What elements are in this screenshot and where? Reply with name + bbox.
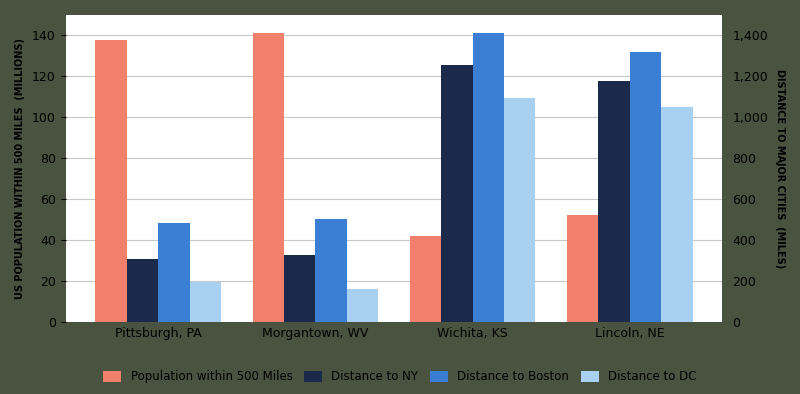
Y-axis label: US POPULATION WITHIN 500 MILES  (MILLIONS): US POPULATION WITHIN 500 MILES (MILLIONS… xyxy=(15,38,25,299)
Bar xyxy=(190,282,221,322)
Bar xyxy=(504,98,535,322)
Bar xyxy=(284,255,315,322)
Bar xyxy=(315,219,347,322)
Bar xyxy=(567,216,598,322)
Bar xyxy=(630,52,661,322)
Bar xyxy=(127,259,158,322)
Bar xyxy=(95,39,127,322)
Bar xyxy=(410,236,441,322)
Bar xyxy=(473,33,504,322)
Bar xyxy=(441,65,473,322)
Bar xyxy=(598,82,630,322)
Bar xyxy=(158,223,190,322)
Bar xyxy=(347,289,378,322)
Bar xyxy=(253,33,284,322)
Y-axis label: DISTANCE TO MAJOR CITIES  (MILES): DISTANCE TO MAJOR CITIES (MILES) xyxy=(775,69,785,268)
Legend: Population within 500 Miles, Distance to NY, Distance to Boston, Distance to DC: Population within 500 Miles, Distance to… xyxy=(98,366,702,388)
Bar xyxy=(661,108,693,322)
